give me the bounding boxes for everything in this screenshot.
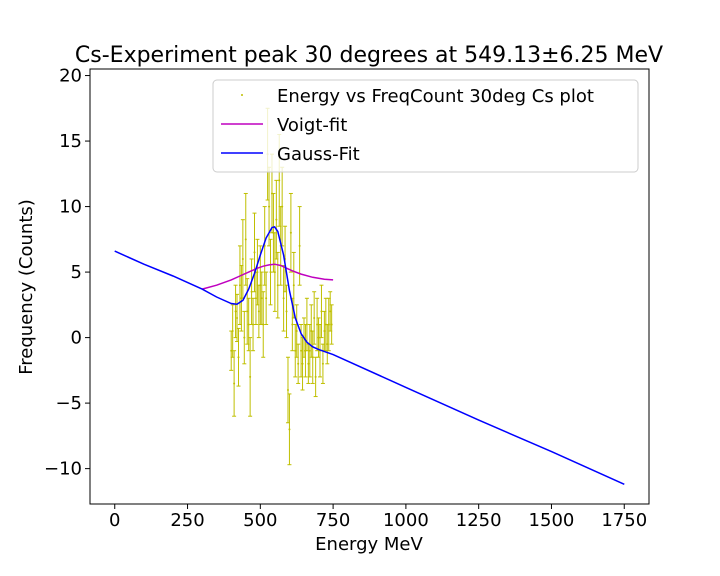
data-point	[265, 297, 268, 300]
legend: Energy vs FreqCount 30deg Cs plot Voigt-…	[212, 79, 639, 173]
data-point	[273, 271, 276, 274]
x-axis-label: Energy MeV	[315, 534, 423, 555]
data-point	[301, 362, 304, 365]
legend-marker-errorbar	[241, 94, 243, 96]
data-point	[308, 349, 311, 352]
data-point	[292, 284, 295, 287]
y-tick-label: 5	[71, 262, 82, 283]
y-tick-label: 0	[71, 328, 82, 349]
data-point	[300, 349, 303, 352]
data-point	[329, 310, 332, 313]
y-axis: −10 −5 0 5 10 15 20	[44, 66, 90, 480]
gauss-fit-line	[114, 226, 625, 485]
x-tick-label: 1250	[456, 510, 502, 531]
data-point	[231, 330, 234, 333]
chart-title: Cs-Experiment peak 30 degrees at 549.13±…	[75, 43, 663, 68]
data-point	[233, 382, 236, 385]
data-point	[241, 257, 244, 260]
data-point	[288, 428, 291, 431]
data-point	[276, 284, 279, 287]
y-tick-label: 10	[59, 197, 82, 218]
legend-label-gauss: Gauss-Fit	[277, 144, 360, 165]
data-point	[254, 297, 257, 300]
data-point	[250, 290, 253, 293]
data-point	[298, 244, 301, 247]
data-point	[281, 205, 284, 208]
data-point	[311, 356, 314, 359]
data-point	[291, 323, 294, 326]
data-point	[326, 343, 329, 346]
legend-box	[212, 79, 639, 173]
legend-label-voigt: Voigt-fit	[277, 115, 347, 136]
y-tick-label: 20	[59, 66, 82, 87]
data-point	[234, 310, 237, 313]
data-point	[294, 349, 297, 352]
data-point	[246, 310, 249, 313]
plot-frame	[89, 68, 650, 505]
data-point	[316, 323, 319, 326]
data-point	[314, 375, 317, 378]
data-point	[257, 310, 260, 313]
x-axis: 0 250 500 750 1000 1250 1500 1750	[109, 504, 647, 531]
data-point	[278, 179, 281, 182]
data-point	[307, 362, 310, 365]
y-tick-label: −5	[55, 393, 82, 414]
data-point	[323, 330, 326, 333]
data-point	[286, 389, 289, 392]
data-point	[297, 362, 300, 365]
voigt-fit-line	[201, 263, 334, 290]
data-point	[244, 238, 247, 241]
data-point	[237, 356, 240, 359]
data-point	[243, 336, 246, 339]
data-point	[285, 310, 288, 313]
x-tick-label: 750	[316, 510, 350, 531]
data-point	[230, 349, 233, 352]
data-point	[238, 284, 241, 287]
data-point	[275, 218, 278, 221]
data-point	[256, 271, 259, 274]
data-point	[253, 251, 256, 254]
data-point	[320, 310, 323, 313]
data-point	[313, 316, 316, 319]
data-point	[305, 323, 308, 326]
data-point	[282, 297, 285, 300]
data-point	[321, 362, 324, 365]
y-tick-label: −10	[44, 459, 82, 480]
data-point	[260, 297, 263, 300]
data-point	[289, 231, 292, 234]
data-point	[262, 323, 265, 326]
data-point	[327, 323, 330, 326]
legend-label-errorbar: Energy vs FreqCount 30deg Cs plot	[277, 86, 594, 107]
data-point	[317, 336, 320, 339]
y-axis-label: Frequency (Counts)	[16, 199, 37, 375]
y-tick-label: 15	[59, 131, 82, 152]
x-tick-label: 500	[243, 510, 277, 531]
x-tick-label: 0	[109, 510, 120, 531]
data-point	[268, 205, 271, 208]
data-point	[247, 323, 250, 326]
data-point	[236, 316, 239, 319]
x-tick-label: 1500	[529, 510, 575, 531]
data-point	[259, 284, 262, 287]
data-point	[249, 375, 252, 378]
data-point	[269, 271, 272, 274]
x-tick-label: 1750	[601, 510, 647, 531]
data-point	[252, 323, 255, 326]
data-point	[330, 323, 333, 326]
data-point	[295, 330, 298, 333]
plot-area	[114, 107, 625, 485]
x-tick-label: 1000	[383, 510, 429, 531]
x-tick-label: 250	[170, 510, 204, 531]
